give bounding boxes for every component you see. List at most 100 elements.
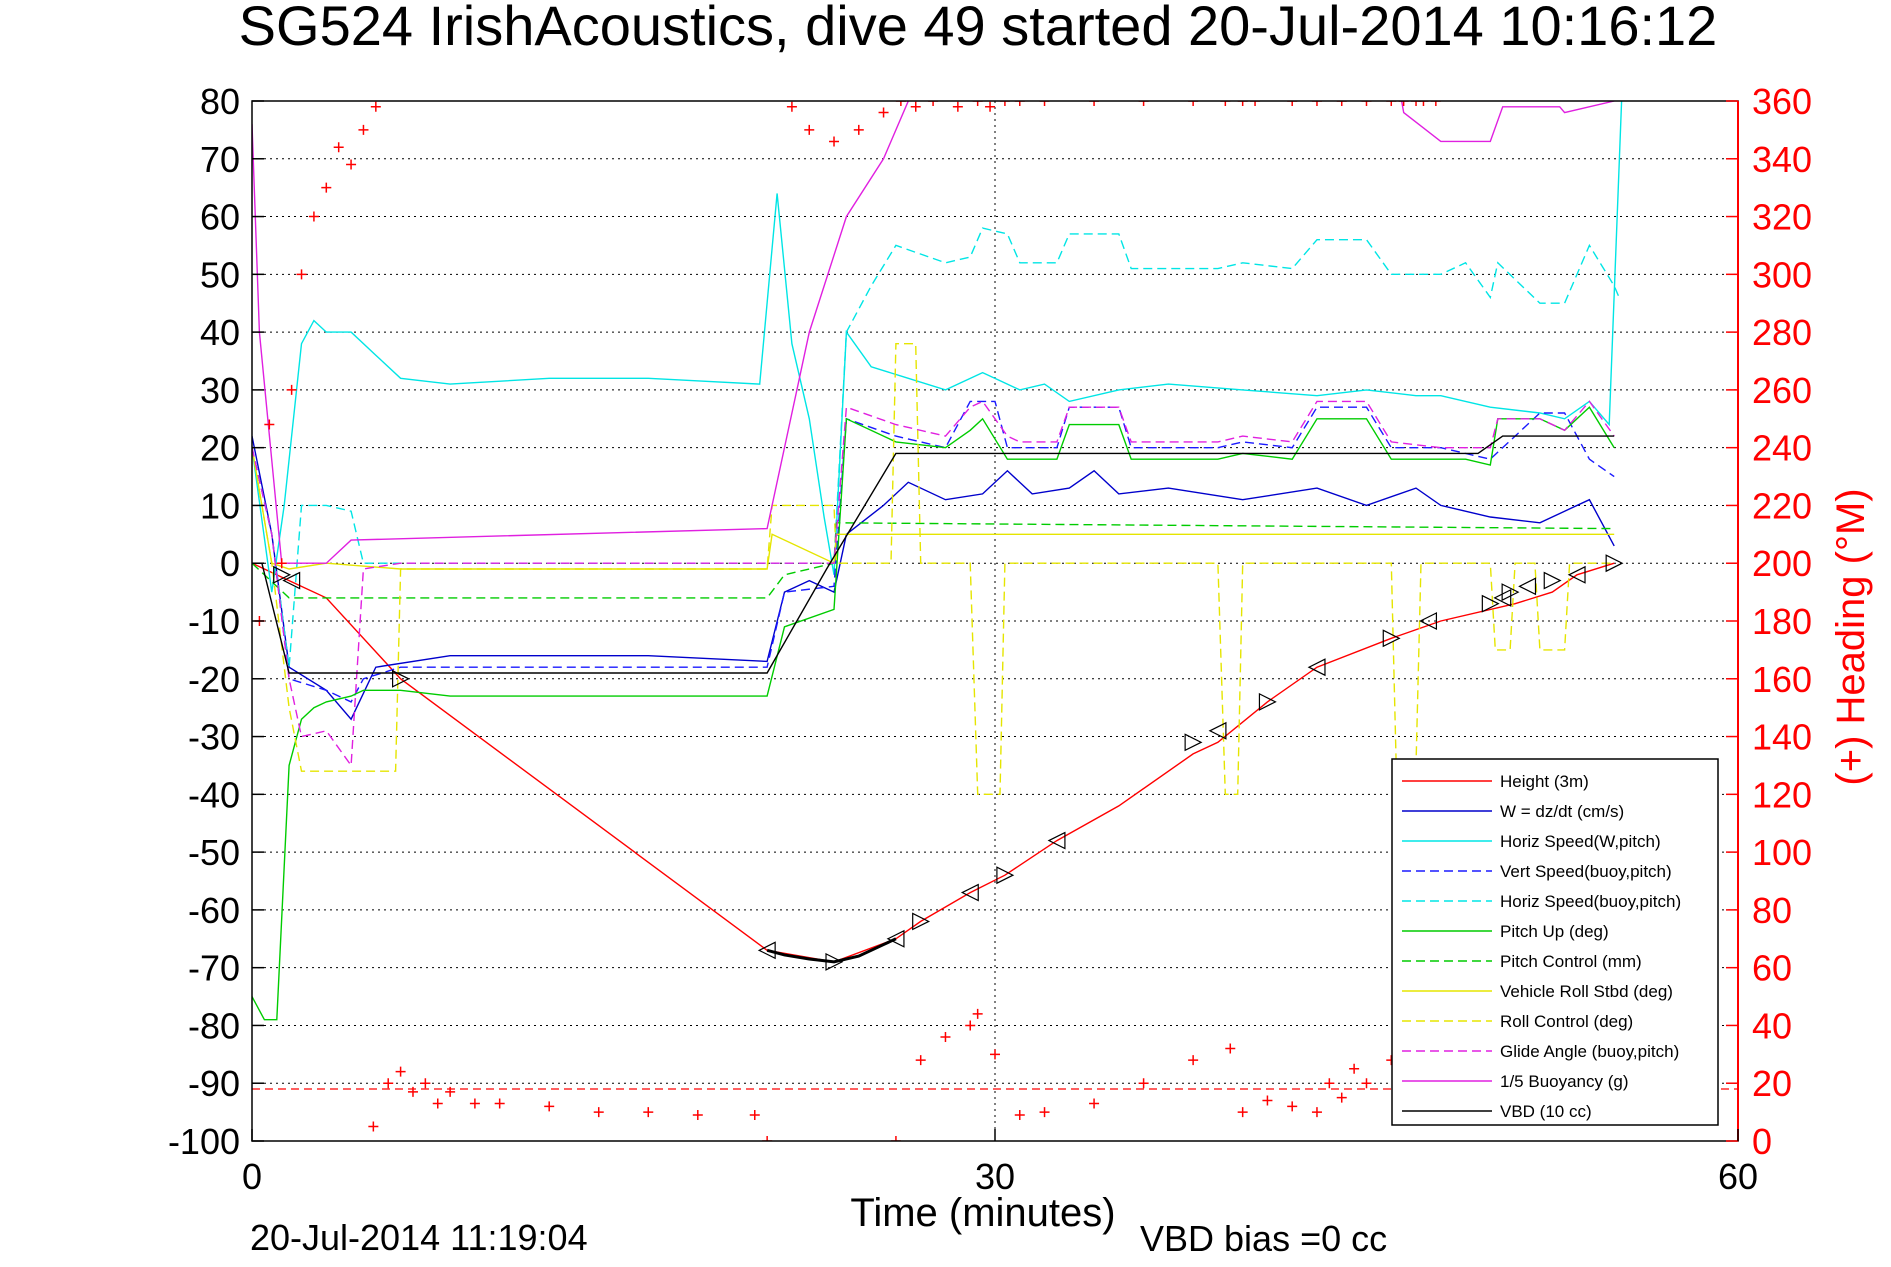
left-tick-label: 50: [200, 254, 240, 295]
heading-point: [1039, 1107, 1050, 1118]
heading-point: [383, 1078, 394, 1089]
height-marker: [1605, 554, 1624, 573]
heading-point: [643, 1107, 654, 1118]
heading-point: [286, 384, 297, 395]
heading-point: [593, 1107, 604, 1118]
left-tick-label: 40: [200, 312, 240, 353]
x-tick-label: 0: [242, 1156, 262, 1197]
heading-point: [1430, 101, 1441, 106]
vbd-bias-footer: VBD bias =0 cc: [1140, 1218, 1387, 1259]
right-tick-label: 220: [1752, 485, 1812, 526]
heading-point: [692, 1110, 703, 1120]
left-tick-label: -20: [188, 659, 240, 700]
right-tick-label: 320: [1752, 197, 1812, 238]
heading-point: [420, 1078, 431, 1089]
heading-point: [346, 159, 357, 170]
right-tick-label: 300: [1752, 254, 1812, 295]
right-axis: 3603403203002802602402202001801601401201…: [1726, 81, 1812, 1162]
right-axis-label: (+) Heading (°M): [1829, 488, 1873, 785]
x-tick-label: 30: [975, 1156, 1015, 1197]
series-line-2: [252, 101, 1623, 593]
height-marker: [1047, 831, 1066, 850]
series-line-10: [252, 101, 1615, 564]
height-marker: [1481, 594, 1500, 613]
heading-point: [910, 101, 921, 112]
series-markers: [254, 101, 1624, 1141]
left-tick-label: -50: [188, 832, 240, 873]
heading-point: [1039, 101, 1050, 106]
heading-point: [972, 1008, 983, 1019]
left-tick-label: 0: [220, 543, 240, 584]
heading-point: [853, 124, 864, 135]
height-marker: [1543, 571, 1562, 590]
heading-point: [1250, 101, 1261, 106]
grid: [252, 101, 1738, 1141]
height-marker: [825, 952, 844, 971]
heading-point: [965, 1020, 976, 1031]
height-marker: [960, 883, 979, 902]
height-marker: [1184, 733, 1203, 752]
heading-point: [1361, 1078, 1372, 1089]
series-line-8: [252, 343, 1615, 795]
legend-label: Vert Speed(buoy,pitch): [1500, 862, 1672, 881]
heading-point: [1089, 1098, 1100, 1109]
legend-label: Glide Angle (buoy,pitch): [1500, 1042, 1679, 1061]
x-axis: 0 30 60: [242, 1129, 1758, 1197]
bottom-segment-line: [766, 937, 897, 964]
right-tick-label: 360: [1752, 81, 1812, 122]
height-marker: [1501, 583, 1520, 602]
heading-point: [1014, 1110, 1025, 1120]
left-tick-label: -80: [188, 1005, 240, 1046]
right-tick-label: 0: [1752, 1121, 1772, 1162]
right-tick-label: 240: [1752, 428, 1812, 469]
height-marker: [1208, 721, 1227, 740]
heading-point: [494, 1098, 505, 1109]
heading-point: [1014, 101, 1025, 106]
heading-point: [321, 182, 332, 193]
x-tick-label: 60: [1718, 1156, 1758, 1197]
heading-point: [358, 124, 369, 135]
legend-label: Pitch Control (mm): [1500, 952, 1642, 971]
series-line-9: [252, 400, 1615, 768]
right-tick-label: 120: [1752, 774, 1812, 815]
heading-point: [1287, 101, 1298, 106]
legend-label: Vehicle Roll Stbd (deg): [1500, 982, 1673, 1001]
heading-point: [395, 1066, 406, 1077]
legend: Height (3m) W = dz/dt (cm/s) Horiz Speed(W…: [1391, 758, 1719, 1126]
heading-point: [1418, 101, 1429, 106]
heading-point: [1262, 1095, 1273, 1106]
heading-point: [1386, 101, 1397, 106]
left-tick-label: -90: [188, 1063, 240, 1104]
heading-point: [1311, 1107, 1322, 1118]
right-tick-label: 160: [1752, 659, 1812, 700]
heading-point: [333, 142, 344, 153]
right-tick-label: 80: [1752, 890, 1792, 931]
left-tick-label: 10: [200, 485, 240, 526]
series-line-0: [252, 562, 1615, 963]
legend-label: Pitch Up (deg): [1500, 922, 1609, 941]
left-tick-label: -40: [188, 774, 240, 815]
heading-point: [1138, 1078, 1149, 1089]
heading-point: [1138, 101, 1149, 106]
height-marker: [996, 866, 1015, 885]
heading-point: [749, 1110, 760, 1120]
right-tick-label: 200: [1752, 543, 1812, 584]
heading-point: [368, 1121, 379, 1132]
heading-point: [296, 269, 307, 280]
heading-point: [1089, 101, 1100, 106]
right-tick-label: 140: [1752, 717, 1812, 758]
heading-point: [407, 1086, 418, 1097]
series-line-5: [252, 406, 1615, 1021]
chart-title: SG524 IrishAcoustics, dive 49 started 20…: [239, 0, 1718, 57]
height-marker: [1419, 612, 1438, 630]
series-line-3: [252, 400, 1615, 703]
left-axis: 80 70 60 50 40 30 20 10 0 -10 -20 -30 -40 -50 -60 -70 -8…: [168, 81, 264, 1162]
legend-label: Horiz Speed(buoy,pitch): [1500, 892, 1681, 911]
heading-point: [276, 558, 287, 569]
left-tick-label: 30: [200, 370, 240, 411]
left-tick-label: -30: [188, 717, 240, 758]
heading-point: [264, 419, 275, 430]
heading-point: [445, 1086, 456, 1097]
legend-label: Roll Control (deg): [1500, 1012, 1633, 1031]
